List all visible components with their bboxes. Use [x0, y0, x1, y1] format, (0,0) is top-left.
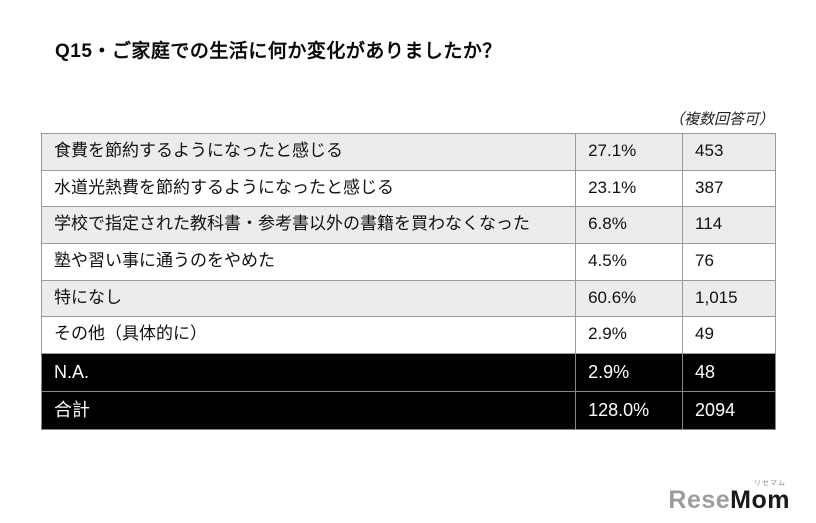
table-row: 水道光熱費を節約するようになったと感じる 23.1% 387: [40, 169, 776, 208]
row-count: 1,015: [682, 279, 776, 318]
row-percent: 128.0%: [575, 390, 684, 431]
row-percent: 27.1%: [575, 133, 684, 171]
row-count: 49: [682, 316, 776, 354]
row-label: 合計: [40, 390, 577, 431]
table-row: 特になし 60.6% 1,015: [40, 279, 776, 318]
row-count: 76: [682, 242, 776, 281]
table-row-na: N.A. 2.9% 48: [40, 352, 776, 392]
row-label: 食費を節約するようになったと感じる: [40, 133, 577, 171]
survey-results-table: 食費を節約するようになったと感じる 27.1% 453 水道光熱費を節約するよう…: [40, 133, 776, 431]
table-row-total: 合計 128.0% 2094: [40, 390, 776, 431]
row-percent: 2.9%: [575, 316, 684, 354]
row-percent: 23.1%: [575, 169, 684, 208]
table-row: 学校で指定された教科書・参考書以外の書籍を買わなくなった 6.8% 114: [40, 206, 776, 244]
row-count: 2094: [682, 390, 776, 431]
multiple-answers-note: （複数回答可）: [668, 112, 774, 128]
row-count: 114: [682, 206, 776, 244]
row-percent: 2.9%: [575, 352, 684, 392]
row-label: その他（具体的に）: [40, 316, 577, 354]
row-label: 塾や習い事に通うのをやめた: [40, 242, 577, 281]
row-percent: 60.6%: [575, 279, 684, 318]
table-row: 食費を節約するようになったと感じる 27.1% 453: [40, 133, 776, 171]
row-label: 特になし: [40, 279, 577, 318]
resemom-logo-katakana: リセマム: [754, 480, 786, 487]
row-label: 水道光熱費を節約するようになったと感じる: [40, 169, 577, 208]
resemom-logo-text: ReseMom: [668, 486, 790, 514]
table-row: その他（具体的に） 2.9% 49: [40, 316, 776, 354]
table-row: 塾や習い事に通うのをやめた 4.5% 76: [40, 242, 776, 281]
row-percent: 4.5%: [575, 242, 684, 281]
row-count: 387: [682, 169, 776, 208]
row-label: N.A.: [40, 352, 577, 392]
row-percent: 6.8%: [575, 206, 684, 244]
row-count: 453: [682, 133, 776, 171]
row-label: 学校で指定された教科書・参考書以外の書籍を買わなくなった: [40, 206, 577, 244]
page-title: Q15・ご家庭での生活に何か変化がありましたか？: [55, 41, 502, 62]
row-count: 48: [682, 352, 776, 392]
resemom-logo: リセマム ReseMom: [668, 480, 790, 513]
